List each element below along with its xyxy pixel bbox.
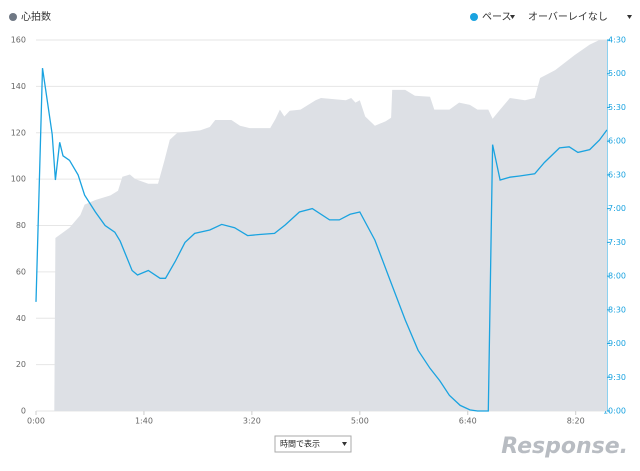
x-tick-label: 5:00 [351,417,369,426]
y2-tick-label: 6:00 [608,137,626,146]
y2-tick-label: 10:00 [603,407,626,416]
area [54,40,608,411]
x-tick-label: 1:40 [135,417,153,426]
watermark: Response. [501,434,628,459]
dropdown-caret [627,15,632,19]
y2-tick-label: 9:00 [608,339,626,348]
dropdown-label[interactable]: 時間で表示 [280,439,320,449]
x-tick-label: 6:40 [459,417,477,426]
dropdown-caret [510,15,515,19]
legend-label[interactable]: 心拍数 [21,10,51,23]
y2-tick-label: 5:00 [608,69,626,78]
y-tick-label: 100 [11,175,26,184]
legend-label[interactable]: ペース [482,12,512,23]
x-tick-label: 8:20 [567,417,585,426]
overlay-select[interactable]: オーバーレイなし [528,11,608,23]
y-tick-label: 20 [16,360,26,369]
y2-tick-label: 7:00 [608,204,626,213]
y2-tick-label: 9:30 [608,373,626,382]
y2-tick-label: 4:30 [608,36,626,45]
y-tick-label: 40 [16,314,26,323]
y2-tick-label: 6:30 [608,170,626,179]
x-tick-label: 3:20 [243,417,261,426]
line [35,68,608,412]
y2-tick-label: 5:30 [608,103,626,112]
y2-tick-label: 8:00 [608,272,626,281]
y-tick-label: 80 [16,221,26,230]
y2-tick-label: 7:30 [608,238,626,247]
dropdown[interactable] [274,435,352,453]
y2-tick-label: 8:30 [608,305,626,314]
legend-dot [9,13,17,21]
y-tick-label: 0 [21,407,26,416]
y-tick-label: 140 [11,82,26,91]
legend-dot [470,13,478,21]
dropdown-caret [342,442,347,446]
y-tick-label: 120 [11,128,26,137]
y-tick-label: 60 [16,267,26,276]
y-tick-label: 160 [11,36,26,45]
x-tick-label: 0:00 [27,417,45,426]
